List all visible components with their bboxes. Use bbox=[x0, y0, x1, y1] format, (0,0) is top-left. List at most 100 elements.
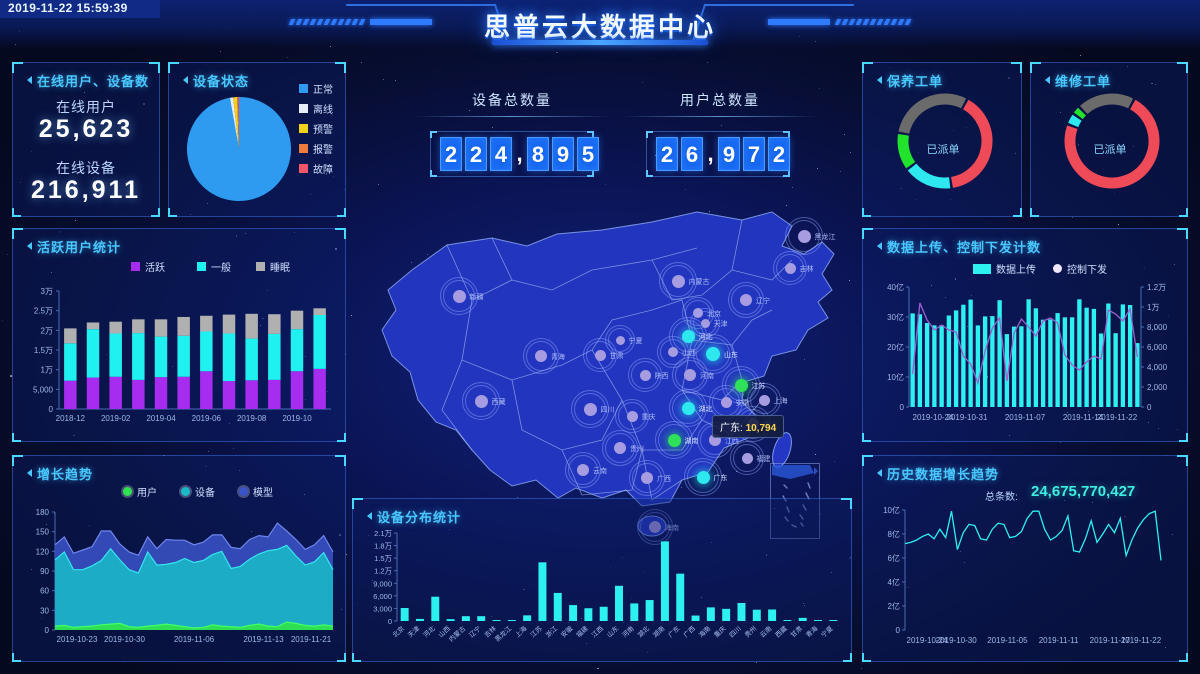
svg-text:2019-11-06: 2019-11-06 bbox=[174, 635, 215, 644]
svg-text:黑龙江: 黑龙江 bbox=[493, 623, 514, 643]
map-point-label: 广西 bbox=[657, 476, 671, 483]
map-point-label: 福建 bbox=[756, 456, 771, 463]
map-point-江苏[interactable] bbox=[734, 378, 748, 392]
legend-item: 数据上传 bbox=[973, 261, 1036, 276]
map-point-ring bbox=[733, 444, 761, 472]
map-point-ring bbox=[672, 392, 704, 424]
svg-text:重庆: 重庆 bbox=[712, 623, 728, 639]
map-point-ring bbox=[631, 361, 659, 389]
map-point-海南[interactable] bbox=[649, 521, 661, 533]
map-point-label: 江西 bbox=[725, 438, 739, 445]
map-point-湖南[interactable] bbox=[667, 433, 681, 447]
map-point-福建[interactable] bbox=[741, 452, 753, 464]
svg-text:1万: 1万 bbox=[1147, 303, 1159, 312]
legend-swatch bbox=[299, 84, 308, 93]
svg-text:0: 0 bbox=[900, 403, 905, 412]
map-point-四川[interactable] bbox=[583, 402, 597, 416]
digit-cell: 9 bbox=[718, 137, 740, 171]
map-point-ring bbox=[659, 262, 697, 300]
svg-text:2019-10-30: 2019-10-30 bbox=[104, 635, 145, 644]
digit-cell: 5 bbox=[577, 137, 599, 171]
panel-title-online: 在线用户、设备数 bbox=[27, 71, 149, 90]
map-point-ring bbox=[586, 341, 614, 369]
svg-text:2019-11-21: 2019-11-21 bbox=[291, 635, 332, 644]
map-point-黑龙江[interactable] bbox=[797, 229, 811, 243]
map-point-ring bbox=[662, 265, 694, 297]
svg-text:上海: 上海 bbox=[513, 623, 529, 639]
svg-text:2019-11-17: 2019-11-17 bbox=[1090, 636, 1131, 645]
svg-text:0: 0 bbox=[1147, 403, 1152, 412]
map-point-河北[interactable] bbox=[681, 329, 695, 343]
map-point-西藏[interactable] bbox=[474, 394, 488, 408]
legend-swatch bbox=[197, 262, 206, 271]
legend-item: 故障 bbox=[299, 161, 333, 176]
map-point-甘肃[interactable] bbox=[594, 349, 606, 361]
digit-cell: 2 bbox=[465, 137, 487, 171]
growth-trend-chart[interactable]: 0 30 60 90 120 150 180 2019-10-23 2019-10-30 2019… bbox=[13, 456, 347, 663]
maintenance-donut[interactable] bbox=[893, 87, 997, 207]
map-point-贵州[interactable] bbox=[614, 442, 626, 454]
svg-text:2.1万: 2.1万 bbox=[374, 529, 392, 538]
active-users-chart[interactable]: 0 5,000 1万 1.5万 2万 2.5万 3万 2018-12 2019-02 2019-0… bbox=[13, 229, 347, 443]
device-status-pie[interactable] bbox=[179, 89, 299, 209]
legend-dot bbox=[123, 487, 132, 496]
map-point-ring bbox=[637, 509, 673, 545]
map-point-ring bbox=[660, 339, 686, 365]
map-point-ring bbox=[687, 461, 719, 493]
online-devices-label: 在线设备 bbox=[56, 160, 116, 176]
svg-text:3万: 3万 bbox=[41, 287, 53, 296]
svg-text:1.5万: 1.5万 bbox=[34, 346, 53, 355]
svg-text:青海: 青海 bbox=[804, 623, 820, 639]
legend-label: 控制下发 bbox=[1067, 265, 1107, 276]
legend-label: 一般 bbox=[211, 263, 231, 274]
legend-label: 正常 bbox=[313, 85, 333, 96]
map-point-广西[interactable] bbox=[641, 472, 653, 484]
map-point-云南[interactable] bbox=[577, 464, 589, 476]
svg-text:1.5万: 1.5万 bbox=[374, 554, 392, 563]
map-point-湖北[interactable] bbox=[681, 401, 695, 415]
svg-text:浙江: 浙江 bbox=[543, 623, 559, 639]
map-point-天津[interactable] bbox=[700, 318, 710, 328]
svg-text:0: 0 bbox=[896, 626, 901, 635]
map-point-辽宁[interactable] bbox=[740, 294, 752, 306]
map-point-吉林[interactable] bbox=[784, 262, 796, 274]
svg-text:2019-02: 2019-02 bbox=[101, 414, 131, 423]
map-point-新疆[interactable] bbox=[452, 289, 466, 303]
map-point-陕西[interactable] bbox=[639, 369, 651, 381]
legend-dot bbox=[239, 487, 248, 496]
legend-item: 设备 bbox=[181, 484, 215, 499]
map-point-label: 天津 bbox=[713, 321, 728, 328]
map-point-内蒙古[interactable] bbox=[671, 274, 685, 288]
map-point-安徽[interactable] bbox=[720, 396, 732, 408]
history-total-value: 24,675,770,427 bbox=[1031, 483, 1136, 500]
legend-item: 一般 bbox=[197, 259, 231, 274]
map-point-上海[interactable] bbox=[758, 394, 770, 406]
page-title: 思普云大数据中心 bbox=[483, 12, 716, 42]
map-point-重庆[interactable] bbox=[626, 410, 638, 422]
svg-text:辽宁: 辽宁 bbox=[467, 623, 483, 639]
map-point-广东[interactable] bbox=[696, 470, 710, 484]
map-point-label: 内蒙古 bbox=[688, 279, 710, 286]
svg-text:6亿: 6亿 bbox=[888, 553, 900, 563]
map-point-青海[interactable] bbox=[535, 350, 547, 362]
map-point-ring bbox=[571, 390, 609, 428]
repair-donut[interactable] bbox=[1060, 87, 1164, 207]
panel-active-users: 活跃用户统计 活跃 一般 睡眠 0 5,000 1万 1.5万 2万 2.5万 3万 2018… bbox=[12, 228, 346, 442]
svg-text:30亿: 30亿 bbox=[887, 312, 904, 322]
map-point-山西[interactable] bbox=[668, 347, 678, 357]
legend-item: 模型 bbox=[239, 484, 273, 499]
upload-control-chart[interactable]: 0 10亿 20亿 30亿 40亿 0 2,000 4,000 6,000 8,000 1万 1.2万… bbox=[863, 229, 1189, 443]
svg-text:2019-06: 2019-06 bbox=[192, 414, 222, 423]
legend-item: 睡眠 bbox=[256, 259, 290, 274]
svg-text:0: 0 bbox=[388, 617, 392, 626]
map-point-宁夏[interactable] bbox=[615, 335, 625, 345]
map-point-河南[interactable] bbox=[684, 369, 696, 381]
map-point-label: 西藏 bbox=[491, 399, 506, 406]
map-point-山东[interactable] bbox=[706, 347, 720, 361]
map-point-label: 上海 bbox=[773, 398, 788, 405]
map-point-label: 河南 bbox=[700, 373, 714, 380]
header-decor-left bbox=[288, 6, 480, 40]
